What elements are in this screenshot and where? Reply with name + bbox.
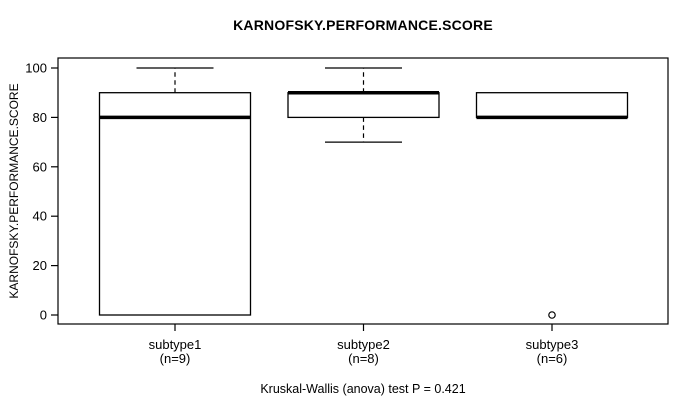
chart-title: KARNOFSKY.PERFORMANCE.SCORE xyxy=(233,17,493,33)
x-group-label: subtype2 (n=8) xyxy=(294,338,434,366)
y-tick-label: 40 xyxy=(33,209,47,224)
x-group-n: (n=9) xyxy=(159,351,191,366)
y-tick-label: 20 xyxy=(33,258,47,273)
y-tick-label: 80 xyxy=(33,110,47,125)
x-group-name: subtype1 xyxy=(148,337,202,352)
x-group-name: subtype2 xyxy=(337,337,390,352)
y-tick-label: 60 xyxy=(33,159,47,174)
x-group-label: subtype3 (n=6) xyxy=(482,338,622,366)
x-group-name: subtype3 xyxy=(525,337,579,352)
x-group-n: (n=8) xyxy=(348,351,379,366)
iqr-box xyxy=(475,92,629,119)
stat-test-caption: Kruskal-Wallis (anova) test P = 0.421 xyxy=(260,382,466,396)
x-group-label: subtype1 (n=9) xyxy=(105,338,245,366)
x-group-n: (n=6) xyxy=(536,351,568,366)
y-tick-label: 100 xyxy=(25,61,47,76)
outlier-point xyxy=(548,311,556,319)
iqr-box xyxy=(98,92,252,316)
y-tick-label: 0 xyxy=(40,308,47,323)
iqr-box xyxy=(287,92,440,119)
